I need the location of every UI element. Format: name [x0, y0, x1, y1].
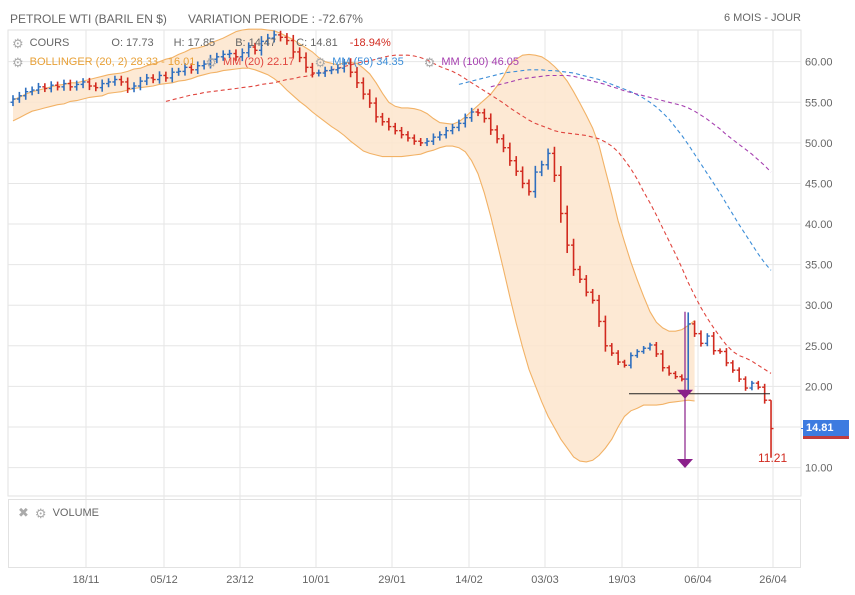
- bollinger-legend: BOLLINGER (20, 2) 28.33 - 16.01: [29, 56, 196, 68]
- y-tick-label: 60.00: [805, 57, 833, 69]
- mm20-line: [165, 54, 772, 374]
- projection-arrow-bottom: [677, 458, 693, 468]
- last-price-tag-underline: [803, 436, 849, 439]
- gear-icon[interactable]: ⚙: [423, 54, 436, 70]
- ohlc-bars: [10, 30, 774, 458]
- bollinger-lower-line: [12, 67, 695, 463]
- x-tick-label: 10/01: [302, 574, 330, 586]
- close-icon[interactable]: ✖: [18, 505, 29, 520]
- y-tick-label: 40.00: [805, 219, 833, 231]
- x-tick-label: 19/03: [608, 574, 636, 586]
- gear-icon[interactable]: ⚙: [12, 35, 24, 51]
- cours-low: B: 14.47: [235, 37, 277, 49]
- cours-change: -18.94%: [349, 37, 391, 49]
- x-tick-label: 06/04: [684, 574, 712, 586]
- x-tick-label: 26/04: [759, 574, 787, 586]
- y-tick-label: 35.00: [805, 260, 833, 272]
- x-tick-label: 05/12: [150, 574, 178, 586]
- mm20-legend: MM (20) 22.17: [223, 56, 295, 68]
- cours-high: H: 17.85: [173, 37, 216, 49]
- cours-label: COURS: [29, 37, 70, 49]
- chart-title: PETROLE WTI (BARIL EN $): [10, 12, 167, 26]
- y-tick-label: 30.00: [805, 300, 833, 312]
- x-tick-label: 29/01: [378, 574, 406, 586]
- bollinger-band: [12, 28, 695, 463]
- gear-icon[interactable]: ⚙: [314, 54, 327, 70]
- plot-frame: [7, 29, 802, 497]
- x-tick-label: 14/02: [455, 574, 483, 586]
- period-variation: VARIATION PERIODE : -72.67%: [188, 12, 363, 26]
- y-tick-label: 10.00: [805, 463, 833, 475]
- cours-open: O: 17.73: [111, 37, 154, 49]
- mm100-line: [490, 74, 772, 173]
- mm100-legend: MM (100) 46.05: [441, 56, 520, 68]
- bollinger-upper-line: [12, 28, 695, 332]
- indicators-legend: ⚙ BOLLINGER (20, 2) 28.33 - 16.01 ⚙ MM (…: [12, 54, 520, 70]
- bollinger-band-area: [13, 29, 695, 462]
- projection-arrow-top: [677, 389, 693, 399]
- volume-panel: [8, 499, 801, 568]
- y-tick-label: 25.00: [805, 341, 833, 353]
- last-price-tag: 14.81: [803, 420, 849, 437]
- moving-averages: [165, 54, 772, 374]
- volume-legend: ✖ ⚙ VOLUME: [18, 505, 99, 521]
- x-tick-label: 18/11: [73, 574, 100, 586]
- gear-icon[interactable]: ⚙: [12, 54, 24, 70]
- cours-legend: ⚙ COURS O: 17.73 H: 17.85 B: 14.47 C: 14…: [12, 35, 391, 51]
- cours-close: C: 14.81: [296, 37, 338, 49]
- gear-icon[interactable]: ⚙: [34, 505, 47, 521]
- mm50-legend: MM (50) 34.35: [332, 56, 404, 68]
- y-tick-label: 55.00: [805, 97, 833, 109]
- gear-icon[interactable]: ⚙: [205, 54, 218, 70]
- y-tick-label: 45.00: [805, 178, 833, 190]
- x-tick-label: 03/03: [531, 574, 559, 586]
- y-tick-label: 20.00: [805, 381, 833, 393]
- y-tick-label: 50.00: [805, 138, 833, 150]
- x-tick-label: 23/12: [226, 574, 254, 586]
- low-value-label: 11.21: [758, 451, 787, 465]
- volume-label: VOLUME: [52, 507, 100, 519]
- period-selector[interactable]: 6 MOIS - JOUR: [724, 12, 802, 24]
